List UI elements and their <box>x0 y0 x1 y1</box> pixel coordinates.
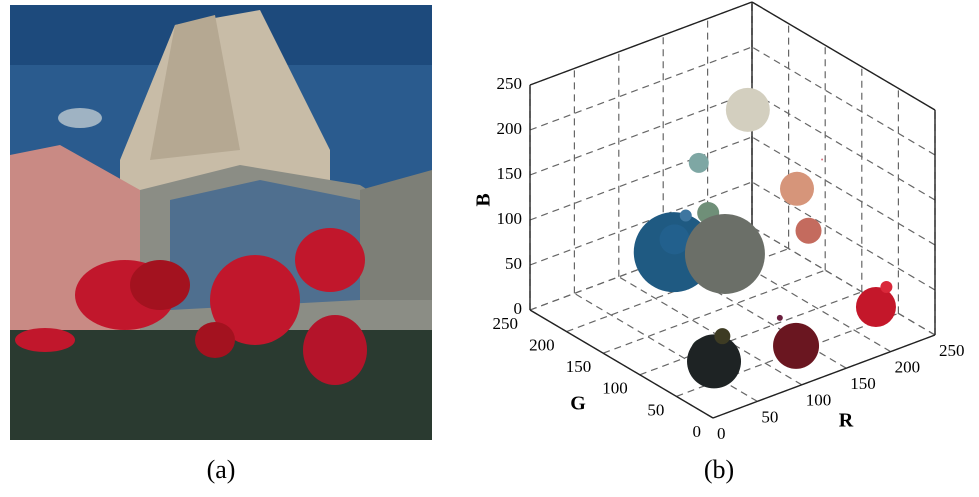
axis-line <box>530 310 713 418</box>
x-tick-label: 50 <box>761 407 778 426</box>
grid-line <box>752 47 935 155</box>
grid-line <box>640 292 862 375</box>
bubble <box>796 218 822 244</box>
bubble <box>821 158 823 160</box>
z-tick-label: 100 <box>497 209 523 228</box>
bubble <box>780 172 814 206</box>
photo <box>10 5 432 440</box>
x-tick-label: 150 <box>850 374 876 393</box>
x-tick-label: 0 <box>717 424 726 443</box>
bubble <box>680 210 692 222</box>
axis-line <box>530 2 752 85</box>
cloud <box>58 108 102 128</box>
tulip <box>130 260 190 310</box>
bubble <box>773 323 819 369</box>
caption: (a) <box>207 455 236 484</box>
side-wall <box>360 170 432 300</box>
grid-line <box>752 137 935 245</box>
grid-line <box>752 182 935 290</box>
figure: (a) 050100150200250050100150200250050100… <box>0 0 979 492</box>
x-tick-label: 250 <box>939 341 965 360</box>
caption: (b) <box>704 455 734 484</box>
z-tick-label: 250 <box>497 74 523 93</box>
y-tick-label: 150 <box>566 357 592 376</box>
x-tick-label: 100 <box>806 391 832 410</box>
bubble <box>880 281 892 293</box>
grid-line <box>530 92 752 175</box>
z-tick-label: 150 <box>497 164 523 183</box>
tulip <box>303 315 367 385</box>
bubble <box>777 315 783 321</box>
bubble <box>685 214 765 294</box>
bubble <box>689 153 709 173</box>
y-tick-label: 50 <box>647 400 664 419</box>
axis-title: B <box>473 193 495 206</box>
bubble <box>726 88 770 132</box>
z-tick-label: 200 <box>497 119 523 138</box>
y-tick-label: 0 <box>693 422 702 441</box>
axis-line <box>752 2 935 110</box>
bubble <box>660 224 690 254</box>
axis-title: R <box>839 410 854 432</box>
page: (a) 050100150200250050100150200250050100… <box>0 0 979 497</box>
z-tick-label: 50 <box>505 254 522 273</box>
x-tick-label: 200 <box>895 358 921 377</box>
y-tick-label: 100 <box>602 379 628 398</box>
tulip <box>15 328 75 352</box>
grid-line <box>530 137 752 220</box>
grid-line <box>752 92 935 200</box>
bubble <box>856 287 896 327</box>
bubble-chart: 0501001502002500501001502002500501001502… <box>493 2 965 443</box>
y-tick-label: 250 <box>493 314 519 333</box>
tulip <box>295 228 365 292</box>
bubble <box>687 334 741 388</box>
grid-line <box>530 47 752 130</box>
bubble <box>714 328 730 344</box>
axis-title: G <box>570 393 586 415</box>
y-tick-label: 200 <box>529 336 555 355</box>
tulip <box>195 322 235 358</box>
